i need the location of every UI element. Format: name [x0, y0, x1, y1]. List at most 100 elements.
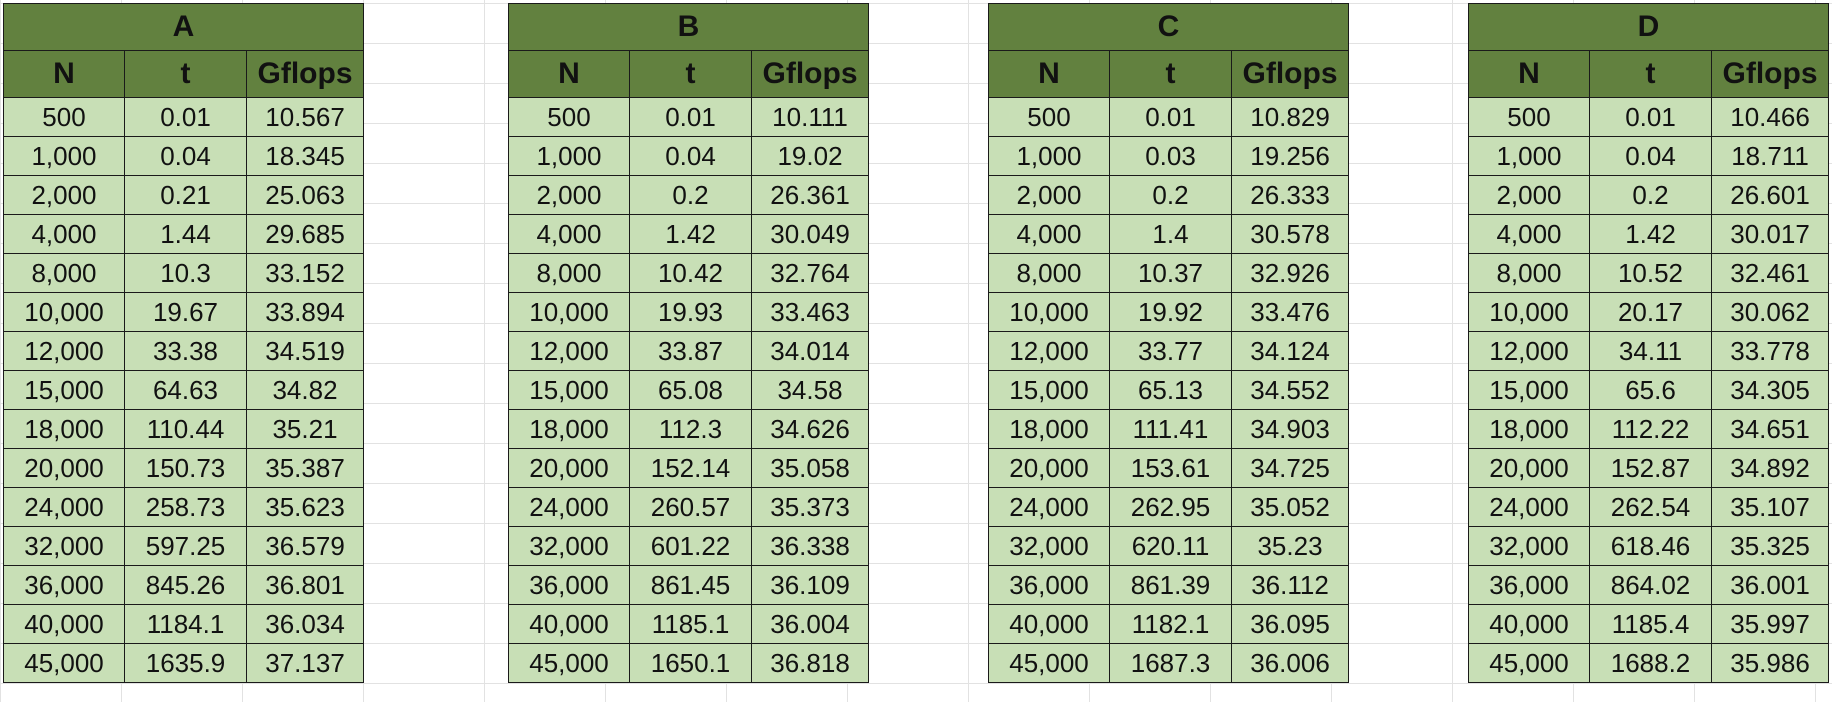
- table-cell-n[interactable]: 1,000: [1468, 136, 1590, 176]
- table-cell-gflops[interactable]: 10.829: [1230, 97, 1350, 137]
- table-cell-gflops[interactable]: 35.052: [1230, 487, 1350, 527]
- table-cell-gflops[interactable]: 25.063: [245, 175, 365, 215]
- table-cell-gflops[interactable]: 10.567: [245, 97, 365, 137]
- table-cell-t[interactable]: 618.46: [1589, 526, 1712, 566]
- table-cell-gflops[interactable]: 35.325: [1710, 526, 1830, 566]
- table-cell-gflops[interactable]: 32.764: [750, 253, 870, 293]
- table-cell-n[interactable]: 1,000: [3, 136, 125, 176]
- table-cell-n[interactable]: 15,000: [508, 370, 630, 410]
- table-cell-n[interactable]: 10,000: [988, 292, 1110, 332]
- table-cell-gflops[interactable]: 36.818: [750, 643, 870, 683]
- table-cell-n[interactable]: 8,000: [1468, 253, 1590, 293]
- table-cell-n[interactable]: 40,000: [1468, 604, 1590, 644]
- table-cell-t[interactable]: 64.63: [124, 370, 247, 410]
- table-cell-gflops[interactable]: 34.552: [1230, 370, 1350, 410]
- table-cell-t[interactable]: 19.93: [629, 292, 752, 332]
- table-cell-t[interactable]: 861.39: [1109, 565, 1232, 605]
- table-cell-t[interactable]: 1.42: [629, 214, 752, 254]
- table-cell-t[interactable]: 0.01: [1109, 97, 1232, 137]
- table-cell-t[interactable]: 111.41: [1109, 409, 1232, 449]
- table-cell-gflops[interactable]: 36.112: [1230, 565, 1350, 605]
- table-cell-t[interactable]: 1.4: [1109, 214, 1232, 254]
- table-cell-gflops[interactable]: 10.111: [750, 97, 870, 137]
- table-cell-n[interactable]: 20,000: [988, 448, 1110, 488]
- table-cell-t[interactable]: 1687.3: [1109, 643, 1232, 683]
- column-header-n[interactable]: N: [1468, 50, 1590, 98]
- table-cell-t[interactable]: 0.2: [1109, 175, 1232, 215]
- table-cell-n[interactable]: 20,000: [508, 448, 630, 488]
- table-cell-t[interactable]: 1184.1: [124, 604, 247, 644]
- table-cell-n[interactable]: 2,000: [508, 175, 630, 215]
- table-cell-gflops[interactable]: 26.361: [750, 175, 870, 215]
- table-cell-gflops[interactable]: 36.095: [1230, 604, 1350, 644]
- table-cell-gflops[interactable]: 30.578: [1230, 214, 1350, 254]
- table-cell-n[interactable]: 4,000: [3, 214, 125, 254]
- table-cell-t[interactable]: 150.73: [124, 448, 247, 488]
- table-cell-t[interactable]: 262.95: [1109, 487, 1232, 527]
- table-cell-gflops[interactable]: 34.651: [1710, 409, 1830, 449]
- table-cell-n[interactable]: 500: [3, 97, 125, 137]
- table-cell-gflops[interactable]: 34.519: [245, 331, 365, 371]
- table-cell-n[interactable]: 36,000: [988, 565, 1110, 605]
- table-cell-n[interactable]: 8,000: [988, 253, 1110, 293]
- table-cell-gflops[interactable]: 35.986: [1710, 643, 1830, 683]
- table-cell-t[interactable]: 0.03: [1109, 136, 1232, 176]
- column-header-t[interactable]: t: [1109, 50, 1232, 98]
- table-cell-t[interactable]: 0.01: [1589, 97, 1712, 137]
- table-cell-gflops[interactable]: 35.21: [245, 409, 365, 449]
- table-cell-t[interactable]: 112.22: [1589, 409, 1712, 449]
- table-cell-t[interactable]: 601.22: [629, 526, 752, 566]
- table-cell-n[interactable]: 1,000: [508, 136, 630, 176]
- table-cell-n[interactable]: 10,000: [508, 292, 630, 332]
- column-header-gflops[interactable]: Gflops: [1230, 50, 1350, 98]
- table-cell-gflops[interactable]: 29.685: [245, 214, 365, 254]
- table-cell-t[interactable]: 861.45: [629, 565, 752, 605]
- table-cell-gflops[interactable]: 34.892: [1710, 448, 1830, 488]
- table-cell-n[interactable]: 45,000: [1468, 643, 1590, 683]
- table-cell-gflops[interactable]: 33.476: [1230, 292, 1350, 332]
- table-cell-n[interactable]: 24,000: [508, 487, 630, 527]
- table-cell-t[interactable]: 597.25: [124, 526, 247, 566]
- table-cell-gflops[interactable]: 37.137: [245, 643, 365, 683]
- table-cell-gflops[interactable]: 36.001: [1710, 565, 1830, 605]
- table-cell-gflops[interactable]: 34.903: [1230, 409, 1350, 449]
- table-cell-gflops[interactable]: 35.623: [245, 487, 365, 527]
- table-cell-n[interactable]: 8,000: [3, 253, 125, 293]
- column-header-n[interactable]: N: [508, 50, 630, 98]
- table-title[interactable]: B: [507, 3, 870, 51]
- table-cell-t[interactable]: 1635.9: [124, 643, 247, 683]
- table-cell-t[interactable]: 0.01: [124, 97, 247, 137]
- table-cell-n[interactable]: 36,000: [508, 565, 630, 605]
- table-cell-t[interactable]: 258.73: [124, 487, 247, 527]
- table-cell-t[interactable]: 260.57: [629, 487, 752, 527]
- table-cell-gflops[interactable]: 36.579: [245, 526, 365, 566]
- table-cell-t[interactable]: 152.14: [629, 448, 752, 488]
- table-cell-n[interactable]: 12,000: [3, 331, 125, 371]
- table-cell-gflops[interactable]: 35.058: [750, 448, 870, 488]
- table-cell-t[interactable]: 864.02: [1589, 565, 1712, 605]
- table-cell-n[interactable]: 32,000: [988, 526, 1110, 566]
- table-cell-t[interactable]: 1185.1: [629, 604, 752, 644]
- table-cell-t[interactable]: 0.04: [124, 136, 247, 176]
- table-cell-n[interactable]: 20,000: [1468, 448, 1590, 488]
- table-cell-t[interactable]: 1185.4: [1589, 604, 1712, 644]
- table-cell-t[interactable]: 33.87: [629, 331, 752, 371]
- table-cell-t[interactable]: 20.17: [1589, 292, 1712, 332]
- table-cell-gflops[interactable]: 26.601: [1710, 175, 1830, 215]
- table-cell-gflops[interactable]: 19.02: [750, 136, 870, 176]
- table-cell-n[interactable]: 40,000: [508, 604, 630, 644]
- table-cell-t[interactable]: 33.38: [124, 331, 247, 371]
- table-cell-n[interactable]: 12,000: [988, 331, 1110, 371]
- table-cell-gflops[interactable]: 33.778: [1710, 331, 1830, 371]
- table-cell-t[interactable]: 1688.2: [1589, 643, 1712, 683]
- table-cell-n[interactable]: 20,000: [3, 448, 125, 488]
- table-cell-n[interactable]: 15,000: [988, 370, 1110, 410]
- table-cell-t[interactable]: 19.67: [124, 292, 247, 332]
- table-cell-gflops[interactable]: 36.338: [750, 526, 870, 566]
- table-cell-n[interactable]: 4,000: [508, 214, 630, 254]
- table-cell-gflops[interactable]: 33.152: [245, 253, 365, 293]
- table-cell-gflops[interactable]: 18.711: [1710, 136, 1830, 176]
- table-cell-n[interactable]: 24,000: [988, 487, 1110, 527]
- table-cell-n[interactable]: 18,000: [1468, 409, 1590, 449]
- table-cell-t[interactable]: 262.54: [1589, 487, 1712, 527]
